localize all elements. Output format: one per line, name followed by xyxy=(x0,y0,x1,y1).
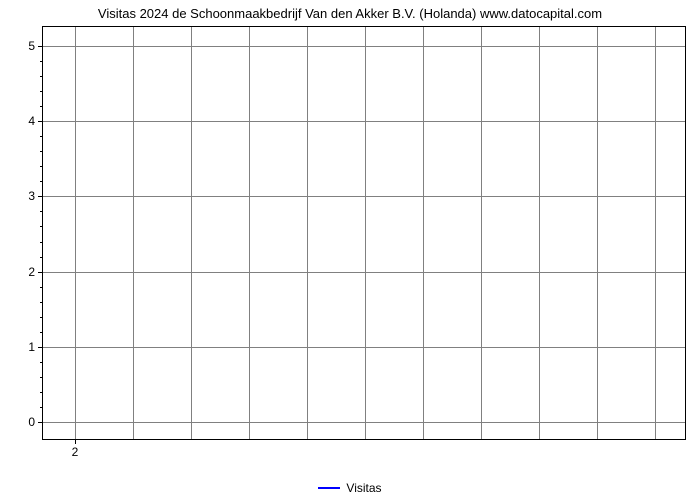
y-minor-tick-mark xyxy=(40,377,43,378)
y-minor-tick-mark xyxy=(40,392,43,393)
y-minor-tick-mark xyxy=(40,181,43,182)
y-minor-tick-mark xyxy=(40,91,43,92)
y-minor-tick-mark xyxy=(40,151,43,152)
y-tick-label: 5 xyxy=(28,39,35,53)
gridline-horizontal xyxy=(43,422,685,423)
y-tick-mark xyxy=(38,272,43,273)
y-tick-mark xyxy=(38,422,43,423)
y-tick-label: 1 xyxy=(28,340,35,354)
y-tick-mark xyxy=(38,46,43,47)
y-minor-tick-mark xyxy=(40,332,43,333)
gridline-horizontal xyxy=(43,121,685,122)
y-minor-tick-mark xyxy=(40,317,43,318)
y-minor-tick-mark xyxy=(40,242,43,243)
gridline-vertical xyxy=(481,27,482,439)
legend-label: Visitas xyxy=(346,481,381,495)
gridline-horizontal xyxy=(43,46,685,47)
y-minor-tick-mark xyxy=(40,226,43,227)
chart-container: Visitas 2024 de Schoonmaakbedrijf Van de… xyxy=(0,0,700,500)
y-minor-tick-mark xyxy=(40,302,43,303)
plot-area: 0123452 xyxy=(42,26,686,440)
gridline-horizontal xyxy=(43,272,685,273)
gridline-horizontal xyxy=(43,196,685,197)
y-tick-label: 0 xyxy=(28,415,35,429)
gridline-vertical xyxy=(307,27,308,439)
y-tick-label: 2 xyxy=(28,265,35,279)
y-tick-mark xyxy=(38,121,43,122)
gridline-vertical xyxy=(133,27,134,439)
legend-swatch xyxy=(318,487,340,489)
gridline-vertical xyxy=(365,27,366,439)
y-minor-tick-mark xyxy=(40,287,43,288)
y-minor-tick-mark xyxy=(40,211,43,212)
gridline-vertical xyxy=(75,27,76,439)
y-minor-tick-mark xyxy=(40,61,43,62)
y-tick-mark xyxy=(38,196,43,197)
legend: Visitas xyxy=(0,480,700,495)
gridline-vertical xyxy=(539,27,540,439)
y-minor-tick-mark xyxy=(40,106,43,107)
gridline-vertical xyxy=(191,27,192,439)
gridline-vertical xyxy=(423,27,424,439)
gridline-vertical xyxy=(597,27,598,439)
gridline-vertical xyxy=(249,27,250,439)
y-minor-tick-mark xyxy=(40,76,43,77)
y-tick-mark xyxy=(38,347,43,348)
chart-title: Visitas 2024 de Schoonmaakbedrijf Van de… xyxy=(0,6,700,21)
y-minor-tick-mark xyxy=(40,166,43,167)
x-tick-label: 2 xyxy=(72,445,79,459)
y-minor-tick-mark xyxy=(40,362,43,363)
x-tick-mark xyxy=(75,439,76,444)
y-tick-label: 4 xyxy=(28,114,35,128)
y-tick-label: 3 xyxy=(28,189,35,203)
gridline-horizontal xyxy=(43,347,685,348)
y-minor-tick-mark xyxy=(40,136,43,137)
y-minor-tick-mark xyxy=(40,257,43,258)
gridline-vertical xyxy=(655,27,656,439)
y-minor-tick-mark xyxy=(40,407,43,408)
